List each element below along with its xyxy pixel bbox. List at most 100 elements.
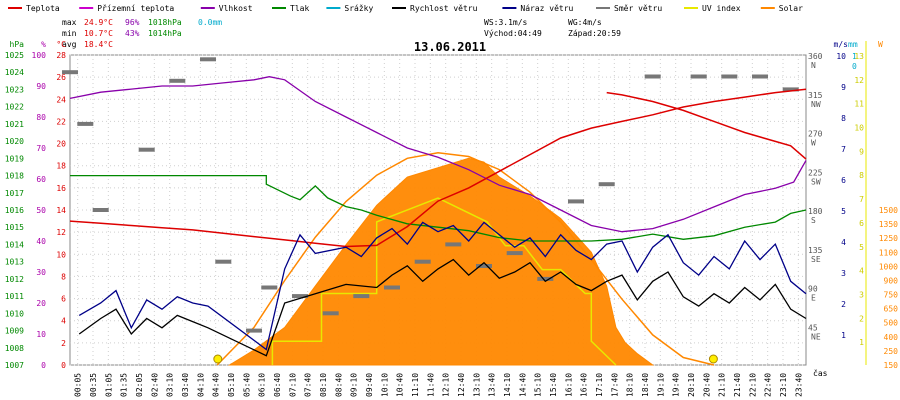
stat-ws: WS:3.1m/s (484, 18, 528, 27)
y-tick-pct: 20 (36, 299, 46, 308)
y-tick-w: 1100 (879, 248, 898, 257)
x-tick: 11:10 (411, 373, 420, 397)
y-tick-dir-label: W (811, 139, 816, 148)
y-tick-ms: 3 (841, 269, 846, 278)
y-tick-hpa: 1010 (5, 309, 24, 318)
x-tick: 04:10 (196, 373, 205, 397)
x-tick: 20:10 (687, 373, 696, 397)
sunset-marker (708, 354, 718, 364)
y-tick-dir-label: NE (811, 332, 821, 341)
wind-direction-mark (537, 276, 554, 281)
y-tick-dir: 180 (808, 207, 823, 216)
y-tick-hpa: 1022 (5, 103, 24, 112)
y-tick-temp: 0 (61, 361, 66, 370)
y-tick-w: 900 (884, 276, 899, 285)
y-tick-temp: 10 (56, 250, 66, 259)
legend-label: Tlak (290, 4, 309, 13)
stat-min-hum: 43% (125, 29, 140, 38)
legend-label: Teplota (26, 4, 60, 13)
x-tick: 09:10 (350, 373, 359, 397)
uv-line (271, 197, 617, 366)
x-axis-label: čas (813, 368, 828, 378)
x-tick: 01:35 (120, 373, 129, 397)
stat-sunset: Západ:20:59 (568, 29, 621, 38)
y-tick-w: 750 (884, 291, 899, 300)
wind-direction-mark (200, 57, 216, 62)
wind-direction-mark (322, 311, 339, 316)
y-tick-pct: 70 (36, 144, 46, 153)
y-tick-dir-label: N (811, 61, 816, 70)
y-axis-unit-hpa: hPa (10, 40, 25, 49)
x-tick: 00:35 (89, 373, 98, 397)
chart-title: 13.06.2011 (414, 40, 486, 54)
y-tick-dir: 90 (808, 285, 818, 294)
x-tick: 08:10 (319, 373, 328, 397)
y-tick-uv: 2 (859, 314, 864, 323)
x-tick: 13:10 (472, 373, 481, 397)
y-tick-ms: 1 (841, 331, 846, 340)
y-tick-dir-label: SE (811, 255, 821, 264)
wind-direction-mark (476, 264, 492, 268)
x-tick: 16:10 (564, 373, 573, 397)
wind-speed-line (78, 258, 807, 357)
y-tick-temp: 28 (56, 51, 66, 60)
temperature-line-tail (606, 91, 807, 160)
y-tick-dir: 315 (808, 91, 823, 100)
stat-min-label: min (62, 29, 77, 38)
x-tick: 05:10 (227, 373, 236, 397)
x-tick: 07:10 (288, 373, 297, 397)
wind-direction-mark (77, 121, 94, 126)
y-tick-uv: 5 (859, 243, 864, 252)
x-tick: 15:10 (534, 373, 543, 397)
y-tick-pct: 10 (36, 330, 46, 339)
x-tick: 14:10 (503, 373, 512, 397)
x-tick: 15:40 (549, 373, 558, 397)
x-tick: 16:40 (580, 373, 589, 397)
y-tick-w: 400 (884, 333, 899, 342)
x-tick: 22:10 (748, 373, 757, 397)
x-tick: 08:40 (334, 373, 343, 397)
x-tick: 19:10 (656, 373, 665, 397)
y-tick-pct: 30 (36, 268, 46, 277)
y-tick-w: 1000 (879, 262, 898, 271)
y-tick-dir-label: SW (811, 177, 821, 186)
y-tick-dir: 360 (808, 52, 823, 61)
y-tick-w: 1250 (879, 234, 898, 243)
y-tick-dir-label: S (811, 216, 816, 225)
pressure-line (70, 174, 807, 242)
y-tick-pct: 100 (32, 51, 47, 60)
y-tick-ms: 9 (841, 83, 846, 92)
y-tick-pct: 60 (36, 175, 46, 184)
y-tick-dir: 45 (808, 323, 818, 332)
y-tick-w: 1350 (879, 220, 898, 229)
x-tick: 20:40 (702, 373, 711, 397)
y-tick-hpa: 1020 (5, 137, 24, 146)
y-tick-temp: 18 (56, 162, 66, 171)
y-tick-hpa: 1012 (5, 275, 24, 284)
legend-label: Směr větru (614, 4, 662, 13)
y-tick-temp: 24 (56, 95, 66, 104)
wind-direction-mark (62, 70, 78, 75)
x-tick: 02:40 (150, 373, 159, 397)
y-tick-hpa: 1016 (5, 206, 24, 215)
x-tick: 18:40 (641, 373, 650, 397)
y-tick-w: 1500 (879, 206, 898, 215)
x-tick: 06:40 (273, 373, 282, 397)
stat-max-hum: 96% (125, 18, 140, 27)
wind-direction-mark (169, 78, 186, 83)
wind-direction-mark (384, 285, 400, 290)
y-tick-hpa: 1011 (5, 292, 24, 301)
y-tick-hpa: 1015 (5, 223, 24, 232)
y-tick-hpa: 1008 (5, 344, 24, 353)
legend-label: Vlhkost (219, 4, 253, 13)
stat-max-temp: 24.9°C (84, 18, 113, 27)
x-tick: 10:10 (380, 373, 389, 397)
legend-label: Rychlost větru (410, 4, 478, 13)
y-tick-ms: 7 (841, 145, 846, 154)
y-tick-uv: 4 (859, 267, 864, 276)
wind-direction-mark (215, 259, 232, 264)
y-tick-hpa: 1007 (5, 361, 24, 370)
x-tick: 18:10 (626, 373, 635, 397)
y-tick-hpa: 1009 (5, 327, 24, 336)
